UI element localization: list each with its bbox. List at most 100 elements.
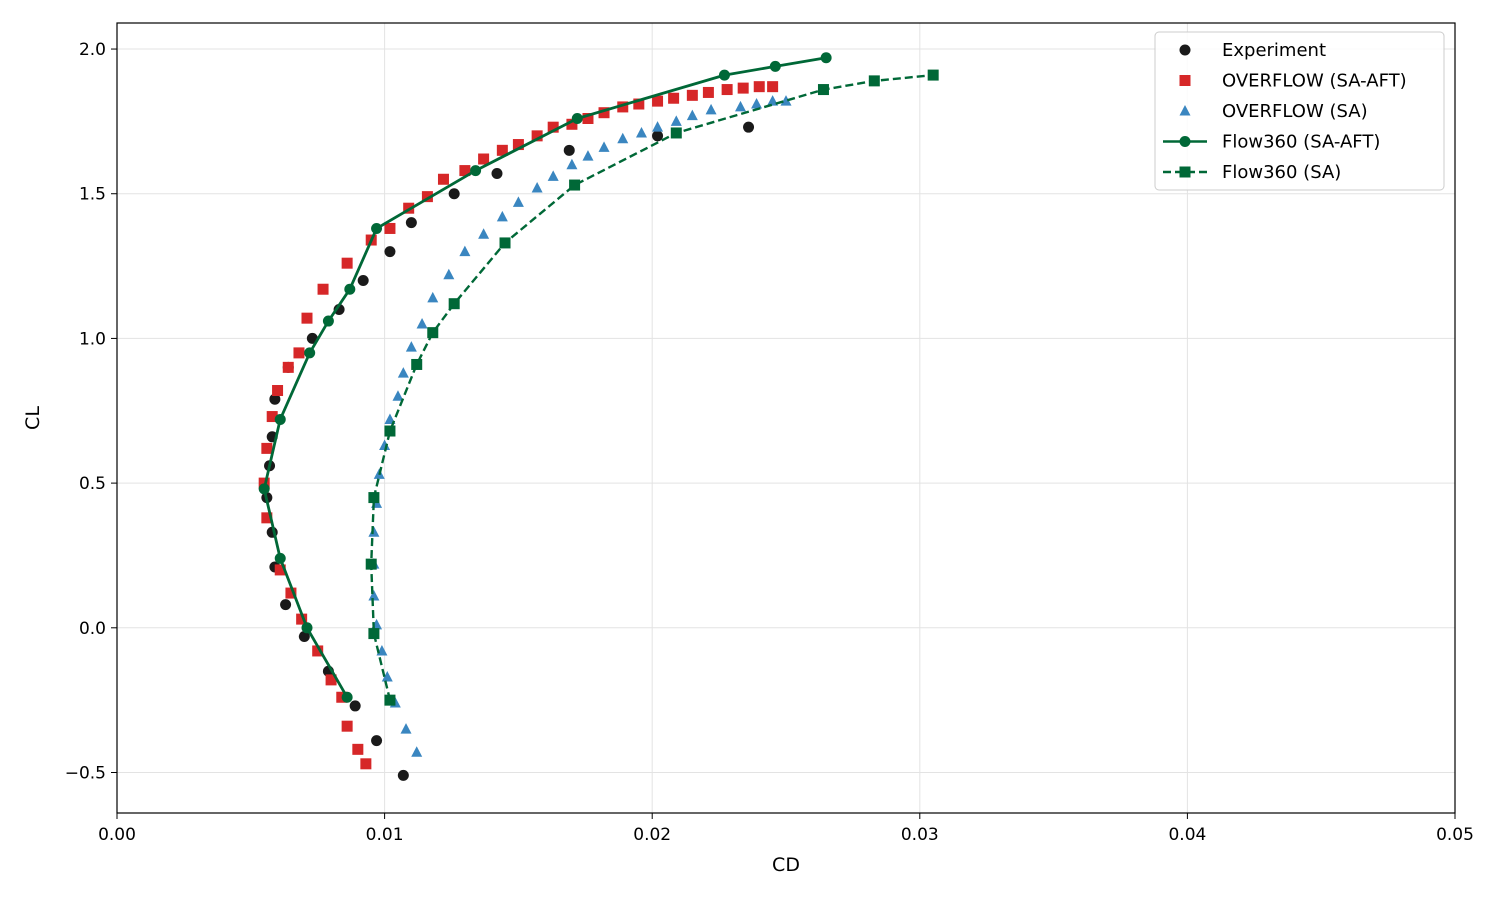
data-point <box>443 268 455 280</box>
legend-label: Experiment <box>1222 40 1326 61</box>
legend-label: OVERFLOW (SA) <box>1222 101 1368 122</box>
data-point <box>670 115 682 126</box>
data-point <box>301 312 313 324</box>
legend-entry: Flow360 (SA) <box>1163 162 1341 183</box>
data-point <box>582 150 594 161</box>
data-point <box>272 385 284 397</box>
legend-entry: Experiment <box>1179 40 1326 61</box>
y-tick-label: 2.0 <box>79 40 106 60</box>
data-point <box>427 327 439 339</box>
legend-label: OVERFLOW (SA-AFT) <box>1222 71 1407 92</box>
data-point <box>496 210 508 222</box>
x-tick-label: 0.03 <box>901 825 939 845</box>
data-point <box>566 118 578 130</box>
legend-label: Flow360 (SA-AFT) <box>1222 132 1380 153</box>
data-point <box>652 95 664 107</box>
data-point <box>531 181 543 193</box>
data-point <box>381 670 393 682</box>
data-point <box>285 587 297 599</box>
data-point <box>547 170 559 181</box>
data-point <box>384 694 396 706</box>
data-point <box>368 492 380 504</box>
data-point <box>743 121 755 133</box>
data-point <box>296 613 308 625</box>
data-point <box>569 179 581 191</box>
data-point <box>397 367 409 378</box>
y-tick-label: 1.5 <box>79 185 106 205</box>
x-axis-ticks: 0.00 0.01 0.02 0.03 0.04 0.05 <box>98 813 1474 845</box>
data-point <box>769 60 781 72</box>
x-tick-label: 0.05 <box>1436 825 1474 845</box>
data-point <box>670 127 682 139</box>
legend-marker <box>1179 75 1191 86</box>
data-point <box>448 298 460 310</box>
data-point <box>571 112 583 124</box>
data-point <box>282 361 294 373</box>
data-point <box>705 103 717 115</box>
y-tick-label: 0.5 <box>79 474 106 494</box>
data-point <box>344 283 356 295</box>
data-point <box>384 246 396 258</box>
data-point <box>437 173 449 185</box>
data-point <box>411 358 423 370</box>
data-point <box>635 126 647 138</box>
data-point <box>411 746 423 757</box>
data-point <box>737 82 749 94</box>
data-point <box>721 84 733 96</box>
data-point <box>301 622 313 634</box>
series-layer <box>258 52 939 781</box>
data-point <box>384 222 396 234</box>
series-line <box>370 73 934 701</box>
data-point <box>274 552 286 564</box>
series-4 <box>365 69 939 706</box>
data-point <box>274 564 286 576</box>
data-point <box>266 411 278 423</box>
data-point <box>780 95 792 106</box>
data-point <box>274 413 286 425</box>
data-point <box>470 165 482 177</box>
data-point <box>317 283 329 295</box>
grid <box>116 23 1456 813</box>
data-point <box>927 69 939 81</box>
data-point <box>459 245 471 257</box>
data-point <box>269 393 281 405</box>
y-tick-label: 1.0 <box>79 329 106 349</box>
y-axis-ticks: −0.5 0.0 0.5 1.0 1.5 2.0 <box>65 40 117 783</box>
legend-entry: OVERFLOW (SA-AFT) <box>1179 71 1407 92</box>
data-point <box>566 158 578 170</box>
data-point <box>280 599 292 611</box>
data-point <box>368 589 380 601</box>
data-point <box>352 743 364 755</box>
data-point <box>379 439 391 450</box>
legend-entry: OVERFLOW (SA) <box>1179 101 1368 122</box>
data-point <box>322 315 334 327</box>
data-point <box>499 237 511 249</box>
data-point <box>868 75 880 87</box>
data-point <box>421 191 433 203</box>
data-point <box>491 167 503 179</box>
x-tick-label: 0.04 <box>1168 825 1206 845</box>
data-point <box>312 645 324 657</box>
data-point <box>371 735 383 747</box>
data-point <box>368 526 380 537</box>
x-axis-label: CD <box>772 854 800 876</box>
data-point <box>563 144 575 156</box>
data-point <box>817 84 829 96</box>
series-line <box>262 56 827 698</box>
x-tick-label: 0.00 <box>98 825 136 845</box>
data-point <box>753 81 765 93</box>
data-point <box>258 483 270 495</box>
legend: Experiment OVERFLOW (SA-AFT) OVERFLOW (SA)… <box>1154 31 1445 191</box>
data-point <box>751 98 763 109</box>
data-point <box>598 107 610 119</box>
data-point <box>427 291 439 303</box>
data-point <box>293 347 305 359</box>
data-point <box>617 101 629 113</box>
data-point <box>478 228 490 239</box>
data-point <box>357 275 369 287</box>
data-point <box>820 52 832 64</box>
data-point <box>365 558 377 570</box>
data-point <box>400 723 412 734</box>
data-point <box>512 139 524 151</box>
